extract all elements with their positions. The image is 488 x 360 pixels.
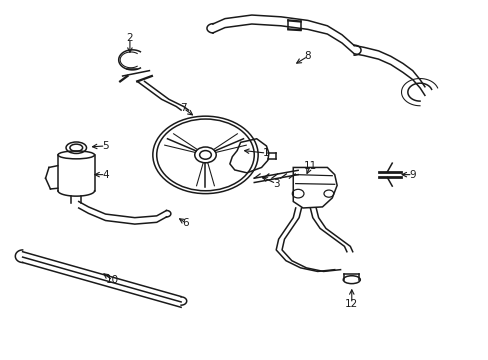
- Text: 1: 1: [263, 148, 269, 158]
- Text: 8: 8: [304, 51, 310, 61]
- Text: 7: 7: [180, 103, 186, 113]
- Text: 9: 9: [408, 170, 415, 180]
- Text: 4: 4: [102, 170, 109, 180]
- Text: 3: 3: [272, 179, 279, 189]
- Text: 2: 2: [126, 33, 133, 43]
- Text: 6: 6: [183, 218, 189, 228]
- Text: 12: 12: [345, 299, 358, 309]
- Text: 5: 5: [102, 141, 109, 151]
- Text: 11: 11: [303, 161, 316, 171]
- Text: 10: 10: [106, 275, 119, 285]
